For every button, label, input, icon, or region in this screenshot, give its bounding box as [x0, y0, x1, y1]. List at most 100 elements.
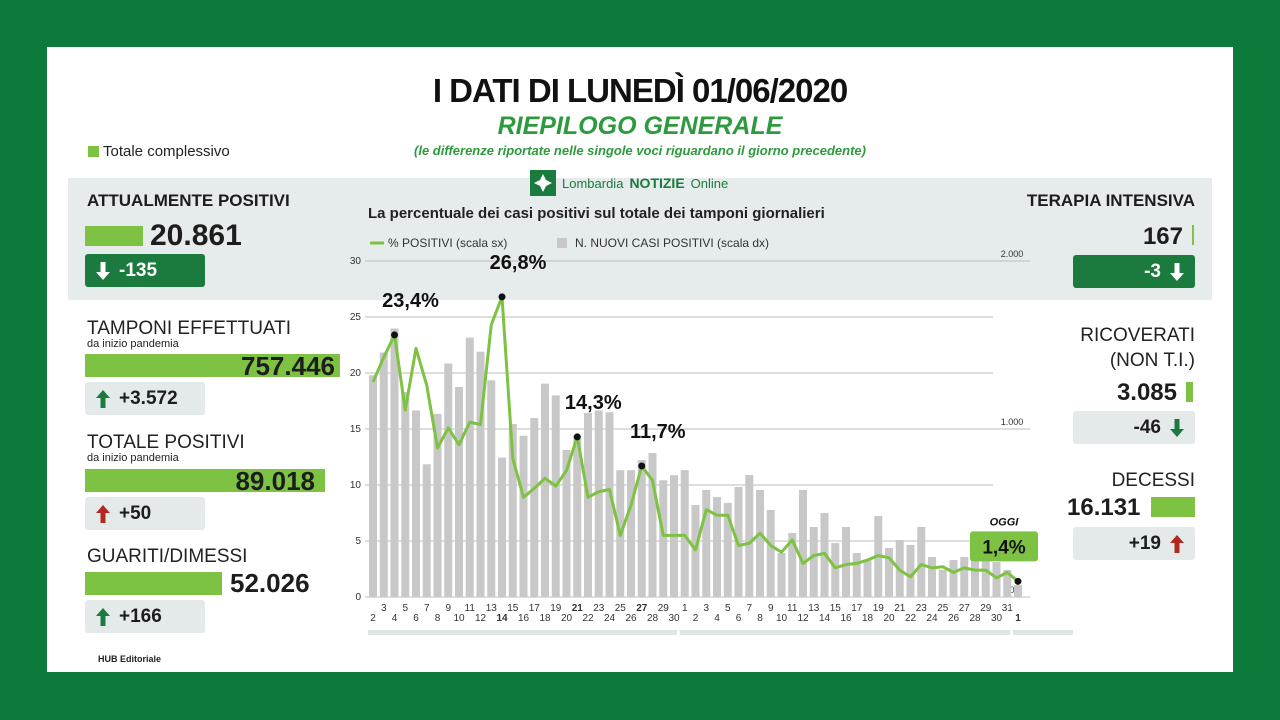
line	[371, 295, 1019, 583]
bar	[938, 569, 947, 597]
x-tick-label: 14	[819, 613, 831, 624]
arrow-down	[1170, 262, 1184, 281]
x-tick-label: 27	[636, 603, 648, 614]
month-label: MAGGIO	[821, 634, 870, 635]
month-band	[1013, 630, 1073, 635]
stat-value: 3.085	[1116, 379, 1177, 406]
change-box: +19	[1073, 527, 1195, 560]
point	[638, 462, 646, 470]
stat-label: TERAPIA INTENSIVA	[1026, 191, 1195, 210]
bar	[831, 543, 840, 597]
highlight-band	[68, 178, 1212, 300]
bar	[444, 363, 453, 597]
x-tick-label: 26	[948, 613, 960, 624]
total-bar	[1186, 382, 1193, 402]
change-box: +50	[85, 497, 205, 530]
stat-change: +3.572	[119, 387, 178, 409]
bar	[584, 413, 592, 597]
bar	[551, 395, 560, 597]
bar	[627, 470, 635, 597]
x-tick-label: 7	[746, 603, 752, 614]
x-tick-label: 13	[486, 603, 498, 614]
bar	[412, 410, 420, 597]
stat-value: 16.131	[1067, 494, 1141, 521]
x-tick-label: 6	[736, 613, 742, 624]
bar	[390, 328, 399, 597]
x-tick-label: 4	[392, 613, 398, 624]
value-label: 1,4%	[982, 537, 1025, 558]
stat-sublabel: da inizio pandemia	[87, 338, 179, 350]
bar	[885, 547, 893, 597]
x-tick-label: 24	[926, 613, 938, 624]
change-box: -46	[1073, 411, 1195, 444]
x-tick-label: 17	[851, 603, 863, 614]
arrow-up	[96, 504, 110, 523]
x-tick-label: 21	[572, 603, 584, 614]
bar	[508, 423, 517, 597]
arrow-down	[1170, 418, 1184, 437]
month-label: GIUGNO	[1020, 634, 1069, 635]
change-box: -3	[1073, 255, 1195, 288]
stat-label: GUARITI/DIMESSI	[87, 546, 248, 567]
arrow-up	[1170, 534, 1184, 553]
x-tick-label: 31	[1002, 603, 1014, 614]
total-bar	[85, 226, 143, 246]
bar	[1014, 585, 1022, 597]
bar	[981, 560, 990, 597]
title: I DATI DI LUNEDÌ 01/06/2020	[432, 72, 848, 109]
y2-tick-label: 2.000	[1001, 249, 1024, 259]
chart-title: La percentuale dei casi positivi sul tot…	[368, 205, 825, 222]
arrow-up	[96, 607, 110, 626]
x-tick-label: 18	[539, 613, 551, 624]
bar	[465, 337, 474, 597]
x-tick-label: 21	[894, 603, 906, 614]
stat-value: 20.861	[150, 219, 242, 252]
stat-label: ATTUALMENTE POSITIVI	[87, 191, 290, 210]
bar	[723, 502, 732, 597]
x-tick-label: 12	[797, 613, 809, 624]
x-tick-label: 9	[445, 603, 451, 614]
point	[573, 433, 581, 441]
y2-tick-label: 1.000	[1001, 417, 1024, 427]
bar	[852, 552, 861, 597]
stat-value: 167	[1142, 223, 1183, 250]
stat-change: +19	[1128, 532, 1161, 554]
x-tick-label: 30	[668, 613, 680, 624]
bar	[777, 552, 786, 597]
bar	[971, 535, 979, 597]
x-tick-label: 17	[529, 603, 541, 614]
bar	[476, 351, 485, 597]
x-tick-label: 23	[916, 603, 928, 614]
y-tick-label: 25	[350, 312, 362, 323]
x-tick-label: 11	[787, 603, 798, 614]
bar	[992, 562, 1001, 597]
bar	[605, 412, 614, 597]
x-tick-label: 18	[862, 613, 874, 624]
x-tick-label: 8	[435, 613, 441, 624]
bar	[745, 475, 754, 597]
x-tick-label: 6	[413, 613, 419, 624]
change-box: +166	[85, 600, 205, 633]
stat-value: 52.026	[230, 568, 310, 598]
x-tick-label: 11	[465, 603, 476, 614]
bar	[541, 383, 549, 597]
bar	[530, 418, 539, 597]
point	[1014, 577, 1022, 585]
footer: HUB Editoriale	[98, 654, 162, 664]
month-label: APRILE	[502, 634, 545, 635]
bar	[637, 460, 646, 597]
bar	[702, 489, 711, 597]
bar	[917, 526, 926, 597]
x-tick-label: 8	[757, 613, 763, 624]
point	[391, 331, 398, 339]
point	[498, 293, 506, 301]
x-tick-label: 22	[905, 613, 917, 624]
bar	[648, 453, 657, 597]
x-tick-label: 20	[561, 613, 573, 624]
month-band	[679, 630, 1011, 635]
bar	[422, 464, 431, 597]
x-tick-label: 26	[625, 613, 637, 624]
legend-label: % POSITIVI (scala sx)	[388, 236, 507, 250]
stat-value: 757.446	[241, 351, 335, 381]
